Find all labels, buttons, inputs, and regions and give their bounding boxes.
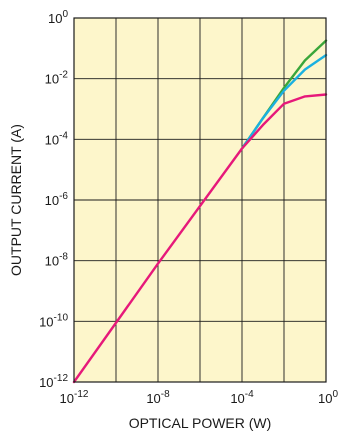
series-line-3 (72, 93, 328, 384)
tick-exponent: -2 (59, 70, 68, 81)
x-tick-label: 10-4 (230, 389, 254, 406)
x-axis-title: OPTICAL POWER (W) (129, 415, 272, 431)
tick-base: 10 (39, 375, 53, 390)
tick-exponent: -4 (245, 389, 254, 400)
tick-exponent: -12 (54, 373, 69, 384)
tick-base: 10 (60, 391, 74, 406)
y-tick-label: 10-10 (39, 312, 68, 329)
y-tick-label: 10-4 (45, 130, 69, 147)
tick-base: 10 (39, 314, 53, 329)
tick-base: 10 (45, 132, 59, 147)
tick-exponent: -12 (74, 389, 89, 400)
tick-base: 10 (45, 72, 59, 87)
tick-base: 10 (230, 391, 244, 406)
tick-exponent: 0 (62, 9, 68, 20)
x-tick-label: 100 (318, 389, 338, 406)
y-tick-label: 10-6 (45, 191, 69, 208)
tick-exponent: -10 (54, 312, 69, 323)
tick-exponent: -4 (59, 130, 68, 141)
y-axis-title: OUTPUT CURRENT (A) (8, 124, 24, 276)
grid (74, 18, 326, 382)
y-tick-label: 10-2 (45, 70, 69, 87)
x-tick-label: 10-12 (60, 389, 89, 406)
y-tick-label: 10-12 (39, 373, 68, 390)
tick-exponent: -8 (59, 252, 68, 263)
series-group (72, 39, 328, 384)
plot-frame (73, 17, 327, 383)
x-axis-ticks: 10-12 10-8 10-4 100 (60, 389, 339, 406)
tick-exponent: 0 (332, 389, 338, 400)
tick-exponent: -8 (161, 389, 170, 400)
tick-base: 10 (318, 391, 332, 406)
y-tick-label: 10-8 (45, 252, 69, 269)
tick-base: 10 (146, 391, 160, 406)
tick-exponent: -6 (59, 191, 68, 202)
y-tick-label: 100 (48, 9, 68, 26)
series-line-2 (240, 53, 328, 150)
x-tick-label: 10-8 (146, 389, 170, 406)
tick-base: 10 (45, 193, 59, 208)
tick-base: 10 (48, 11, 62, 26)
tick-base: 10 (45, 254, 59, 269)
